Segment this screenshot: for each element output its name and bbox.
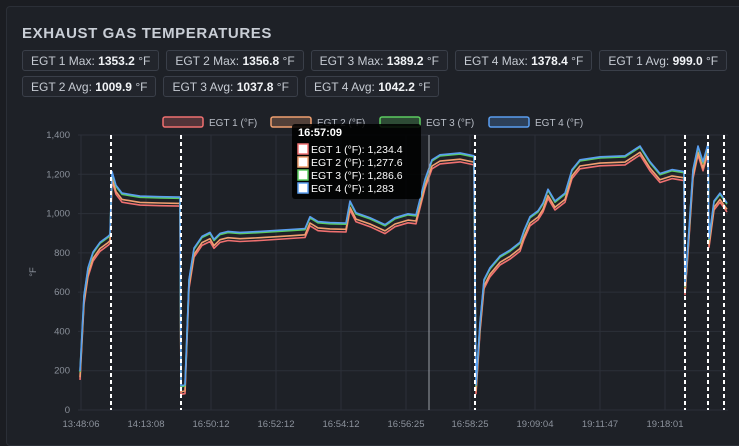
y-tick-label: 600 xyxy=(54,287,70,298)
y-tick-label: 1,000 xyxy=(46,209,70,220)
session-dividers xyxy=(110,135,725,410)
stat-chip-egt3-avg: EGT 3 Avg: 1037.8 °F xyxy=(163,76,298,97)
tooltip-label-egt2: EGT 2 (°F): 1,277.6 xyxy=(311,157,403,169)
y-tick-label: 1,200 xyxy=(46,169,70,180)
tooltip-swatch-egt3 xyxy=(297,169,309,181)
y-tick-label: 200 xyxy=(54,366,70,377)
x-tick-label: 16:52:12 xyxy=(258,419,295,430)
legend-item-egt4[interactable]: EGT 4 (°F) xyxy=(488,116,583,129)
stat-chip-egt1-avg: EGT 1 Avg: 999.0 °F xyxy=(599,50,728,71)
tooltip-row-egt3: EGT 3 (°F): 1,286.6 xyxy=(297,169,403,182)
y-tick-label: 400 xyxy=(54,326,70,337)
x-tick-label: 19:09:04 xyxy=(517,419,554,430)
stat-chip-egt1-max: EGT 1 Max: 1353.2 °F xyxy=(22,50,160,71)
x-tick-label: 19:18:01 xyxy=(647,419,684,430)
stat-chip-egt2-max: EGT 2 Max: 1356.8 °F xyxy=(166,50,304,71)
series-line-egt4[interactable] xyxy=(79,143,728,387)
tooltip-swatch-egt4 xyxy=(297,182,309,194)
tooltip-swatch-egt1 xyxy=(297,143,309,155)
hover-tooltip: 16:57:09 EGT 1 (°F): 1,234.4 EGT 2 (°F):… xyxy=(292,124,421,199)
tooltip-row-egt4: EGT 4 (°F): 1,283 xyxy=(297,182,394,195)
tooltip-swatch-egt2 xyxy=(297,156,309,168)
panel-title: EXHAUST GAS TEMPERATURES xyxy=(22,25,272,42)
x-tick-label: 13:48:06 xyxy=(63,419,100,430)
x-tick-label: 16:50:12 xyxy=(193,419,230,430)
legend-label-egt2: EGT 2 (°F) xyxy=(317,118,365,129)
stat-chip-egt4-max: EGT 4 Max: 1378.4 °F xyxy=(454,50,593,71)
stat-chip-egt4-avg: EGT 4 Avg: 1042.2 °F xyxy=(304,76,440,97)
legend-label-egt4: EGT 4 (°F) xyxy=(535,118,583,129)
x-tick-label: 19:11:47 xyxy=(582,419,618,430)
tooltip-row-egt2: EGT 2 (°F): 1,277.6 xyxy=(297,156,403,169)
stats-bar: EGT 1 Max: 1353.2 °F EGT 2 Max: 1356.8 °… xyxy=(22,50,732,97)
tooltip-label-egt4: EGT 4 (°F): 1,283 xyxy=(311,183,394,195)
tooltip-row-egt1: EGT 1 (°F): 1,234.4 xyxy=(297,143,403,156)
stat-chip-egt3-max: EGT 3 Max: 1389.2 °F xyxy=(310,50,448,71)
legend-label-egt1: EGT 1 (°F) xyxy=(209,118,257,129)
stat-chip-egt2-avg: EGT 2 Avg: 1009.9 °F xyxy=(22,76,157,97)
x-tick-label: 16:54:12 xyxy=(323,419,360,430)
tooltip-label-egt1: EGT 1 (°F): 1,234.4 xyxy=(311,144,403,156)
legend-item-egt1[interactable]: EGT 1 (°F) xyxy=(162,116,257,129)
y-tick-label: 800 xyxy=(54,248,70,259)
tooltip-background xyxy=(292,124,421,199)
axis-layer: °F 0 200 400 600 800 1,000 1,200 1,400 13:48:06 1… xyxy=(28,130,683,430)
y-tick-label: 0 xyxy=(65,405,70,416)
tooltip-time: 16:57:09 xyxy=(298,127,342,139)
tooltip-label-egt3: EGT 3 (°F): 1,286.6 xyxy=(311,170,403,182)
y-tick-label: 1,400 xyxy=(46,130,70,141)
y-axis-label: °F xyxy=(28,267,39,277)
x-tick-label: 16:58:25 xyxy=(452,419,489,430)
legend-label-egt3: EGT 3 (°F) xyxy=(426,118,474,129)
x-tick-label: 16:56:25 xyxy=(388,419,425,430)
x-tick-label: 14:13:08 xyxy=(128,419,165,430)
